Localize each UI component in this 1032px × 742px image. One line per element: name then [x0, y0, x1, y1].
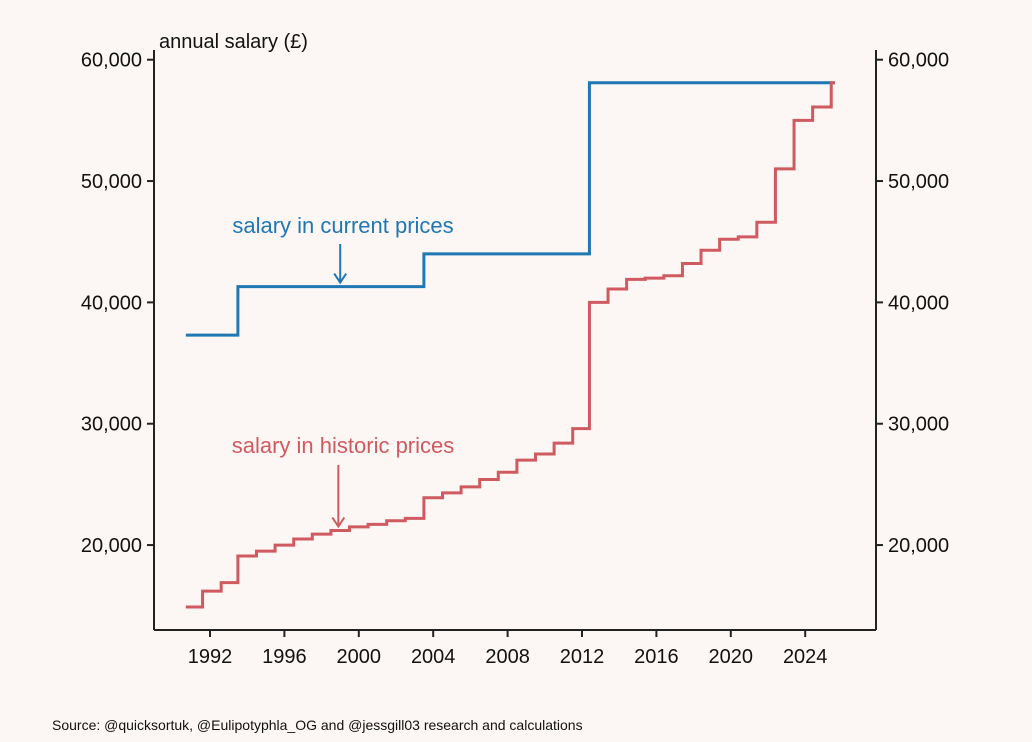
series-line-current-prices — [185, 81, 835, 337]
annotation-label-current-prices: salary in current prices — [232, 213, 453, 238]
left-y-tick-label: 40,000 — [81, 292, 142, 314]
annotation-label-historic-prices: salary in historic prices — [232, 433, 455, 458]
right-y-tick-label: 20,000 — [888, 535, 949, 557]
right-y-tick-label: 50,000 — [888, 171, 949, 193]
series-layer — [185, 81, 835, 609]
right-y-tick-label: 60,000 — [888, 50, 949, 72]
x-tick-label: 2000 — [337, 646, 382, 668]
x-tick-label: 2012 — [560, 646, 605, 668]
x-tick-label: 1992 — [188, 646, 233, 668]
y-axis-title: annual salary (£) — [159, 31, 308, 53]
annotation-layer: salary in current prices salary in histor… — [232, 213, 455, 529]
left-y-tick-label: 60,000 — [81, 50, 142, 72]
x-tick-label: 2020 — [709, 646, 754, 668]
x-tick-label: 1996 — [262, 646, 307, 668]
x-tick-label: 2016 — [634, 646, 679, 668]
annotation-arrow-head — [333, 273, 348, 285]
left-y-tick-label: 30,000 — [81, 414, 142, 436]
left-y-tick-label: 50,000 — [81, 171, 142, 193]
annotation-arrow-head — [331, 516, 346, 529]
axes: 20,000 20,000 30,000 30,000 40,000 40,000 50,0… — [81, 31, 949, 668]
x-tick-label: 2008 — [485, 646, 530, 668]
right-y-tick-label: 30,000 — [888, 414, 949, 436]
right-y-tick-label: 40,000 — [888, 292, 949, 314]
x-tick-label: 2004 — [411, 646, 456, 668]
series-line-historic-prices — [185, 81, 835, 609]
source-note: Source: @quicksortuk, @Eulipotyphla_OG a… — [52, 717, 583, 733]
left-y-tick-label: 20,000 — [81, 535, 142, 557]
x-tick-label: 2024 — [783, 646, 828, 668]
